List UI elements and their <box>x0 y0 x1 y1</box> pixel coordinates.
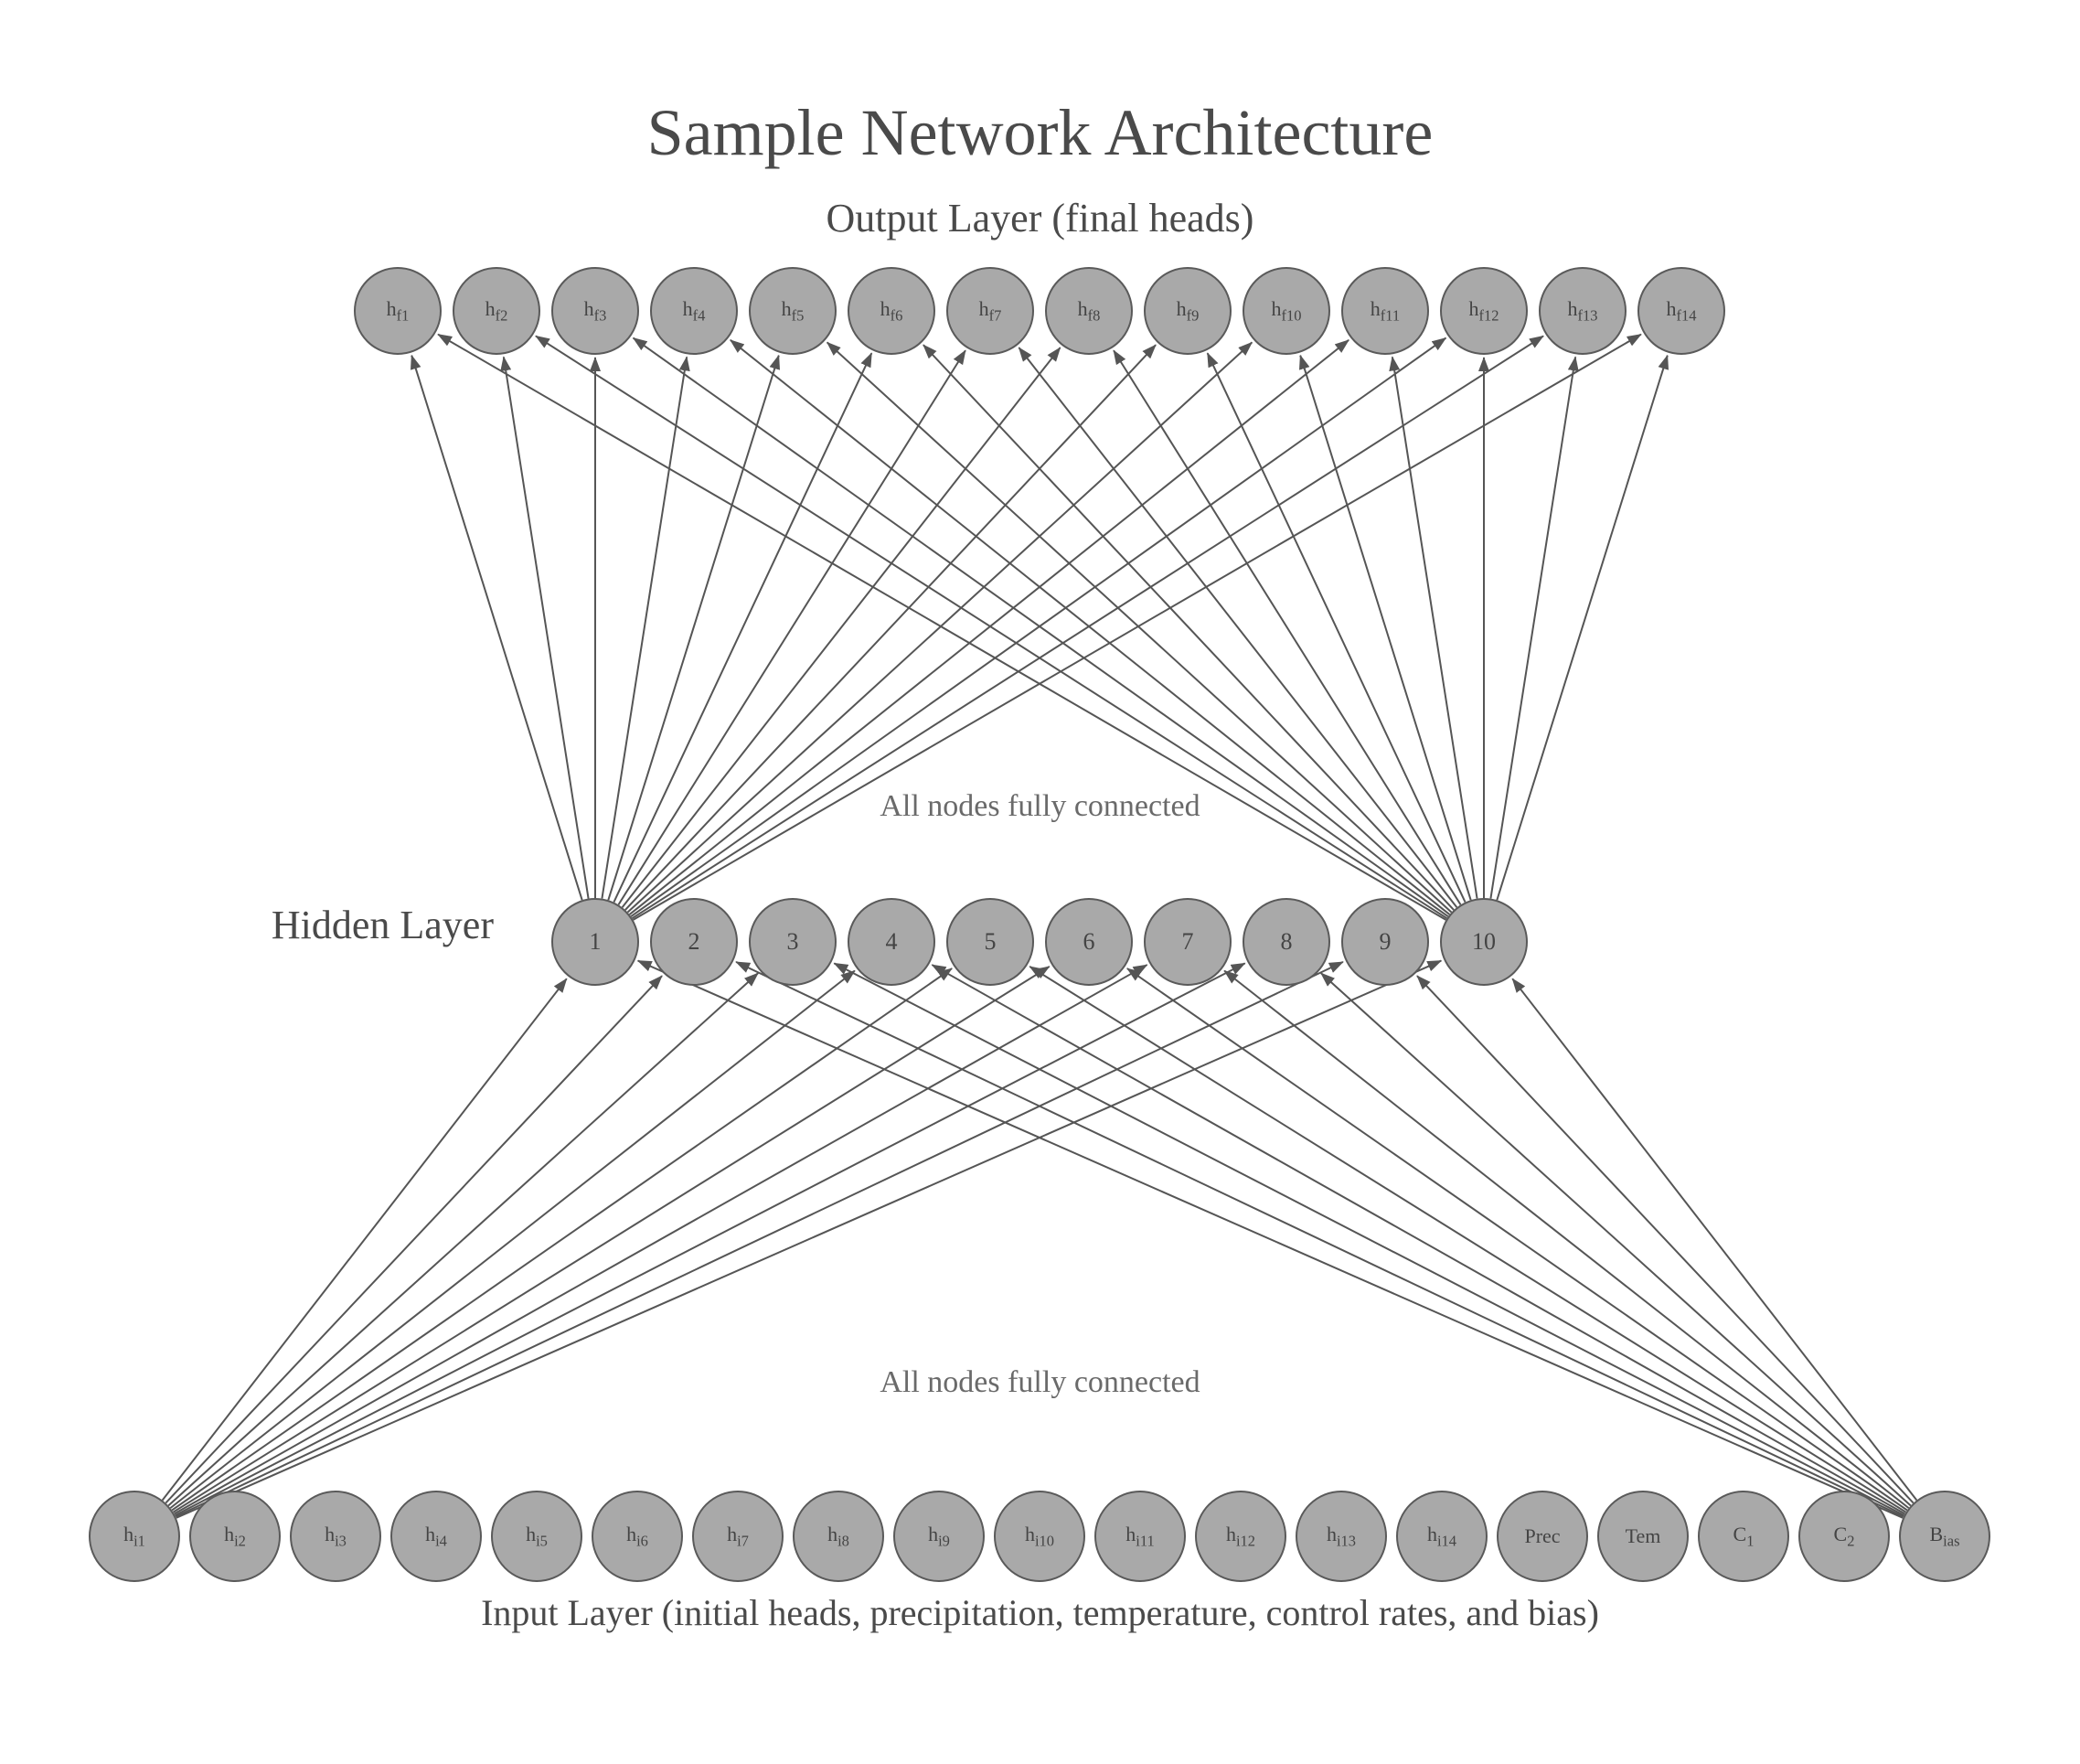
input-node: hi12 <box>1195 1491 1286 1582</box>
hidden-node: 10 <box>1440 898 1528 986</box>
output-node: hf1 <box>354 267 442 355</box>
fully-connected-label-upper: All nodes fully connected <box>0 789 2080 824</box>
edge-arrow <box>175 965 1147 1513</box>
input-node: hi2 <box>189 1491 281 1582</box>
edge-arrow <box>1029 967 1905 1513</box>
hidden-node: 8 <box>1243 898 1330 986</box>
edge-arrow <box>634 335 1641 920</box>
edge-arrow <box>632 336 1543 918</box>
midtext-lower-text: All nodes fully connected <box>880 1365 1200 1399</box>
input-node: Bias <box>1899 1491 1990 1582</box>
fully-connected-label-lower: All nodes fully connected <box>0 1365 2080 1400</box>
input-node: hi14 <box>1396 1491 1488 1582</box>
hidden-node: 5 <box>946 898 1034 986</box>
hidden-node: 9 <box>1341 898 1429 986</box>
edge-arrow <box>1224 970 1909 1508</box>
output-node: hf13 <box>1539 267 1627 355</box>
output-node: hf3 <box>551 267 639 355</box>
input-node: C2 <box>1798 1491 1890 1582</box>
edge-arrow <box>176 962 1343 1517</box>
output-node: hf8 <box>1045 267 1133 355</box>
edge-arrow <box>827 342 1452 912</box>
input-node: C1 <box>1698 1491 1789 1582</box>
edge-arrow <box>736 962 1904 1517</box>
input-node: hi7 <box>692 1491 784 1582</box>
input-node: hi4 <box>390 1491 482 1582</box>
edge-arrow <box>1127 968 1907 1510</box>
input-node: hi10 <box>994 1491 1085 1582</box>
output-node: hf12 <box>1440 267 1528 355</box>
output-node: hf9 <box>1144 267 1232 355</box>
diagram-stage: Sample Network Architecture Output Layer… <box>0 0 2080 1764</box>
edge-arrow <box>631 338 1445 917</box>
input-node: hi11 <box>1094 1491 1186 1582</box>
output-node: hf4 <box>650 267 738 355</box>
hidden-node: 1 <box>551 898 639 986</box>
hidden-label-text: Hidden Layer <box>272 903 494 947</box>
hidden-node: 7 <box>1144 898 1232 986</box>
output-node: hf10 <box>1243 267 1330 355</box>
input-layer-subtitle: Input Layer (initial heads, precipitatio… <box>0 1591 2080 1634</box>
output-node: hf7 <box>946 267 1034 355</box>
hidden-node: 2 <box>650 898 738 986</box>
edge-arrow <box>170 970 855 1508</box>
input-node: Prec <box>1497 1491 1588 1582</box>
input-node: hi1 <box>89 1491 180 1582</box>
edge-arrow <box>163 978 567 1500</box>
hidden-layer-label: Hidden Layer <box>0 902 494 948</box>
input-node: hi6 <box>592 1491 683 1582</box>
input-subtitle-text: Input Layer (initial heads, precipitatio… <box>481 1592 1599 1633</box>
midtext-upper-text: All nodes fully connected <box>880 789 1200 823</box>
edge-arrow <box>438 335 1445 920</box>
output-subtitle-text: Output Layer (final heads) <box>827 196 1254 241</box>
output-node: hf6 <box>848 267 935 355</box>
output-node: hf14 <box>1637 267 1725 355</box>
diagram-title: Sample Network Architecture <box>0 95 2080 171</box>
edge-arrow <box>638 961 1904 1518</box>
title-text: Sample Network Architecture <box>647 96 1434 169</box>
input-node: hi8 <box>793 1491 884 1582</box>
input-node: hi3 <box>290 1491 381 1582</box>
edge-arrow <box>536 336 1447 918</box>
output-node: hf11 <box>1341 267 1429 355</box>
edge-arrow <box>1417 976 1914 1502</box>
edge-arrow <box>630 340 1349 914</box>
output-node: hf2 <box>453 267 540 355</box>
edge-arrow <box>634 338 1448 917</box>
edge-arrow <box>1321 973 1911 1505</box>
input-node: hi9 <box>893 1491 985 1582</box>
output-node: hf5 <box>749 267 837 355</box>
edge-arrow <box>731 340 1450 914</box>
input-node: hi13 <box>1296 1491 1387 1582</box>
hidden-node: 3 <box>749 898 837 986</box>
edge-arrow <box>625 345 1156 910</box>
edge-arrow <box>168 973 758 1505</box>
output-layer-subtitle: Output Layer (final heads) <box>0 195 2080 241</box>
edge-arrow <box>165 976 662 1502</box>
hidden-node: 4 <box>848 898 935 986</box>
edge-arrow <box>173 967 1049 1513</box>
input-node: Tem <box>1597 1491 1689 1582</box>
edge-arrow <box>176 961 1442 1518</box>
hidden-node: 6 <box>1045 898 1133 986</box>
edge-arrow <box>175 963 1244 1515</box>
edge-arrow <box>834 963 1904 1515</box>
edge-arrow <box>932 965 1904 1513</box>
edge-arrow <box>172 968 952 1510</box>
edge-arrow <box>627 342 1252 912</box>
input-node: hi5 <box>491 1491 582 1582</box>
edge-arrow <box>923 345 1454 910</box>
edge-arrow <box>1512 978 1916 1500</box>
